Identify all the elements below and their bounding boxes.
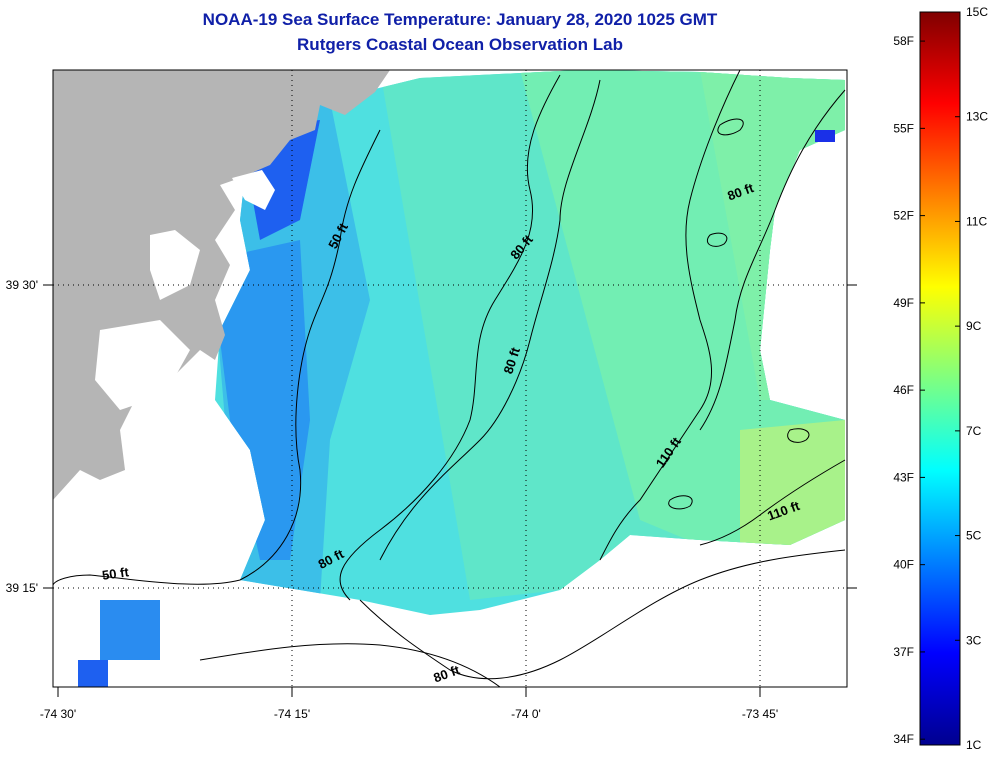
sst-patch-sw2 <box>78 660 108 687</box>
colorbar-fahrenheit-label: 49F <box>893 296 914 310</box>
colorbar <box>919 11 961 746</box>
x-tick-label-1: -74 30' <box>40 707 76 721</box>
colorbar-celsius-label: 15C <box>966 5 988 19</box>
axis-ticks <box>43 284 857 697</box>
colorbar-celsius-label: 7C <box>966 424 982 438</box>
bathymetry-contours <box>53 70 846 687</box>
colorbar-fahrenheit-label: 52F <box>893 209 914 223</box>
colorbar-fahrenheit-label: 43F <box>893 470 914 484</box>
colorbar-ticks <box>920 11 960 746</box>
colorbar-celsius-label: 9C <box>966 319 982 333</box>
colorbar-fahrenheit-label: 58F <box>893 34 914 48</box>
colorbar-fahrenheit-label: 40F <box>893 558 914 572</box>
colorbar-fahrenheit-label: 55F <box>893 121 914 135</box>
colorbar-celsius-label: 13C <box>966 110 988 124</box>
sst-patch-sw <box>100 600 160 660</box>
colorbar-celsius-label: 11C <box>966 214 987 228</box>
y-tick-label-1: 39 30' <box>6 278 38 292</box>
colorbar-celsius-label: 5C <box>966 529 982 543</box>
colorbar-fahrenheit-label: 34F <box>893 732 914 746</box>
map-subtitle: Rutgers Coastal Ocean Observation Lab <box>297 35 623 54</box>
x-tick-label-4: -73 45' <box>742 707 778 721</box>
x-tick-label-2: -74 15' <box>274 707 310 721</box>
sst-patch-ne <box>815 130 835 142</box>
x-tick-label-3: -74 0' <box>511 707 541 721</box>
colorbar-fahrenheit-label: 46F <box>893 383 914 397</box>
colorbar-celsius-label: 1C <box>966 738 982 752</box>
y-tick-label-2: 39 15' <box>6 581 38 595</box>
contour-label: 50 ft <box>101 564 130 583</box>
map-title: NOAA-19 Sea Surface Temperature: January… <box>202 10 718 29</box>
colorbar-fahrenheit-label: 37F <box>893 645 914 659</box>
colorbar-celsius-label: 3C <box>966 633 982 647</box>
